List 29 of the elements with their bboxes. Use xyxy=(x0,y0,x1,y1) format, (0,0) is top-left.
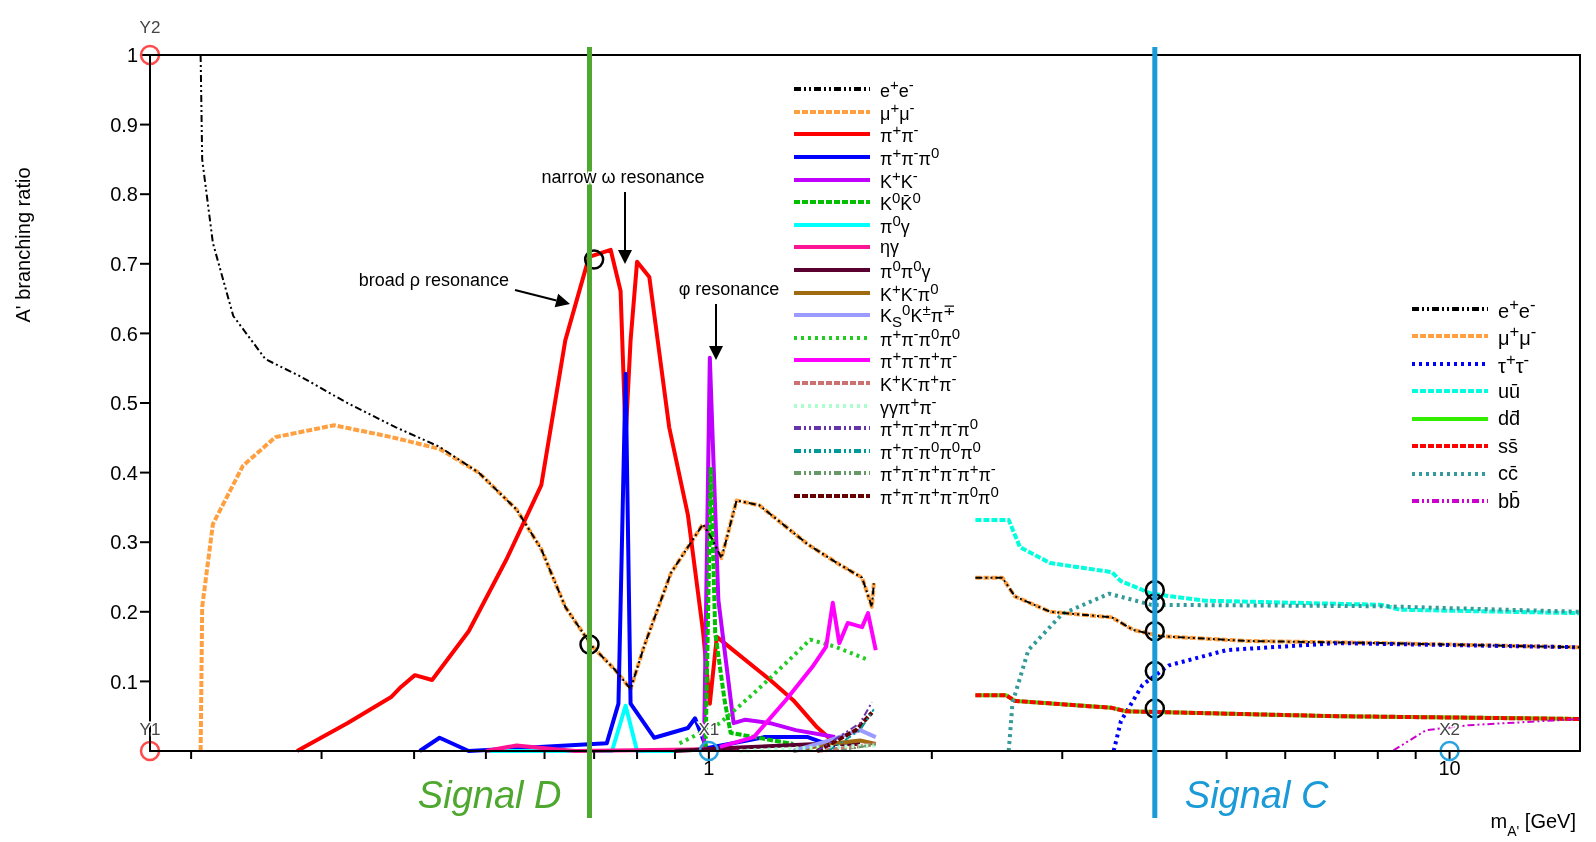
legend-label: π$^{+}$π$^{-}$π$^{+}$π$^{-}$ xyxy=(880,347,958,373)
annotation: Y2 xyxy=(139,18,161,37)
legend-label: τ$^{+}$τ$^{-}$ xyxy=(1498,349,1530,378)
annotation: φ resonance xyxy=(678,279,780,299)
y-tick-label: 0.2 xyxy=(110,600,138,623)
text: π$^{+}$π$^{-}$π$^{0}$π$^{0}$π$^{0}$ xyxy=(880,437,981,463)
legend-label: dd̄ xyxy=(1498,407,1521,431)
y-axis-title: A' branching ratio xyxy=(12,167,34,323)
legend-label: cc̄ xyxy=(1498,462,1518,486)
y-tick-label: 1 xyxy=(126,44,138,67)
y-tick-label: 0.7 xyxy=(110,252,138,275)
y-tick-label: 0.3 xyxy=(110,531,138,554)
y-tick-label: 0.9 xyxy=(110,113,138,136)
x-tick-label: 10 xyxy=(1438,757,1461,780)
legend-label: uū xyxy=(1498,379,1521,403)
legend-label: ηγ xyxy=(880,236,900,258)
ref-line-label: Signal C xyxy=(1184,774,1329,816)
y-tick-label: 0.6 xyxy=(110,322,138,345)
legend-label: bb̄ xyxy=(1498,489,1521,513)
legend-label: ss̄ xyxy=(1498,434,1518,458)
legend-label: e$^{+}$e$^{-}$ xyxy=(1498,294,1536,323)
ref-line-label: Signal D xyxy=(417,774,562,816)
annotation: broad ρ resonance xyxy=(358,270,509,290)
y-tick-label: 0.1 xyxy=(110,670,138,693)
y-tick-label: 0.8 xyxy=(110,183,138,206)
legend-label: μ$^{+}$μ$^{-}$ xyxy=(1498,322,1537,351)
y-tick-label: 0.4 xyxy=(110,461,138,484)
y-tick-label: 0.5 xyxy=(110,392,138,415)
x-axis-title: m$_{A'}$ [GeV] xyxy=(1490,810,1576,839)
